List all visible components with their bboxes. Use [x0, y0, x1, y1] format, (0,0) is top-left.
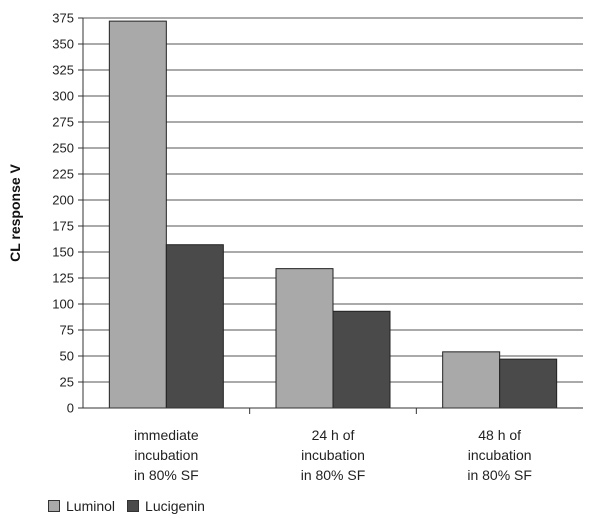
x-category-label: incubation: [134, 447, 198, 463]
y-tick-label: 325: [52, 63, 74, 78]
x-category-label: immediate: [134, 427, 199, 443]
x-category-label: incubation: [468, 447, 532, 463]
y-tick-label: 275: [52, 115, 74, 130]
y-axis-label: CL response V: [7, 163, 23, 261]
x-category-label: 24 h of: [312, 427, 355, 443]
legend-label-lucigenin: Lucigenin: [145, 498, 205, 514]
y-tick-label: 50: [60, 349, 74, 364]
y-tick-label: 150: [52, 245, 74, 260]
bar-luminol-0: [108, 20, 167, 409]
bar-lucigenin-0: [165, 244, 224, 409]
bar-chart: 0 25 50 75 100 125 150 175 200 225 250 275 300 325 350…: [7, 11, 583, 484]
y-tick-label: 225: [52, 167, 74, 182]
bar-luminol-2: [442, 351, 501, 409]
bar-lucigenin-1: [332, 310, 391, 409]
y-tick-label: 125: [52, 271, 74, 286]
legend-item-luminol: Luminol: [48, 498, 115, 514]
legend-label-luminol: Luminol: [66, 498, 116, 514]
legend-swatch-lucigenin: [127, 500, 140, 512]
bars: [108, 20, 558, 409]
axes: [78, 17, 583, 414]
y-tick-label: 300: [52, 89, 74, 104]
bar-lucigenin-2: [499, 358, 558, 409]
legend-swatch-luminol: [48, 500, 60, 512]
x-category-label: in 80% SF: [467, 467, 532, 483]
y-tick-label: 100: [52, 297, 74, 312]
x-category-label: incubation: [301, 447, 365, 463]
y-tick-label: 175: [52, 219, 74, 234]
y-tick-label: 250: [52, 141, 74, 156]
y-tick-label: 375: [52, 11, 74, 26]
y-tick-label: 25: [60, 375, 74, 390]
legend-item-lucigenin: Lucigenin: [127, 498, 205, 514]
y-tick-label: 75: [60, 323, 74, 338]
x-category-label: in 80% SF: [301, 467, 366, 483]
axis-labels: 0 25 50 75 100 125 150 175 200 225 250 275 300 325 350…: [7, 11, 532, 484]
y-tick-label: 0: [67, 401, 74, 416]
y-tick-label: 200: [52, 193, 74, 208]
bar-luminol-1: [275, 268, 334, 409]
legend: Luminol Lucigenin: [48, 498, 217, 514]
x-category-label: 48 h of: [478, 427, 521, 443]
x-category-label: in 80% SF: [134, 467, 199, 483]
y-tick-label: 350: [52, 37, 74, 52]
